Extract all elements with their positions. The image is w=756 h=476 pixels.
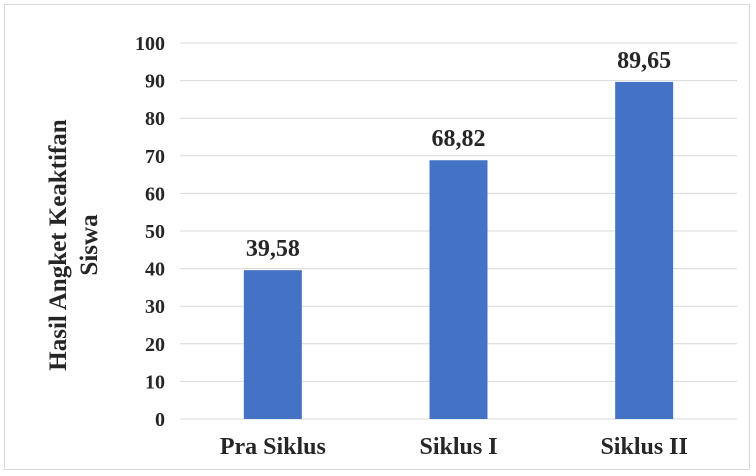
x-tick-label: Siklus II — [600, 434, 687, 460]
y-tick-label: 50 — [145, 221, 165, 243]
y-tick-label: 90 — [145, 71, 165, 93]
data-label: 39,58 — [246, 236, 300, 262]
y-tick-label: 10 — [145, 371, 165, 393]
bars — [243, 81, 674, 419]
bar — [243, 270, 302, 419]
y-tick-label: 0 — [155, 409, 165, 431]
data-labels: 39,58 68,82 89,65 — [246, 48, 671, 262]
x-tick-labels: Pra Siklus Siklus I Siklus II — [220, 434, 688, 460]
bar-chart: 0 10 20 30 40 50 60 70 80 90 100 39,58 68,82 89,65 P… — [45, 33, 737, 460]
y-tick-labels: 0 10 20 30 40 50 60 70 80 90 100 — [135, 33, 165, 431]
bar — [615, 81, 674, 419]
y-tick-label: 60 — [145, 183, 165, 205]
chart-frame: 0 10 20 30 40 50 60 70 80 90 100 39,58 68,82 89,65 P… — [4, 4, 750, 470]
y-tick-label: 20 — [145, 334, 165, 356]
data-label: 89,65 — [617, 48, 671, 74]
y-axis-title-line-2: Siswa — [76, 214, 103, 276]
y-tick-label: 30 — [145, 296, 165, 318]
y-tick-label: 40 — [145, 259, 165, 281]
y-tick-label: 70 — [145, 146, 165, 168]
data-label: 68,82 — [432, 126, 486, 152]
x-tick-label: Siklus I — [419, 434, 497, 460]
y-tick-label: 80 — [145, 108, 165, 130]
y-tick-label: 100 — [135, 33, 165, 55]
x-tick-label: Pra Siklus — [220, 434, 326, 460]
bar — [429, 160, 488, 419]
y-axis-title-line-1: Hasil Angket Keaktifan — [45, 119, 72, 371]
